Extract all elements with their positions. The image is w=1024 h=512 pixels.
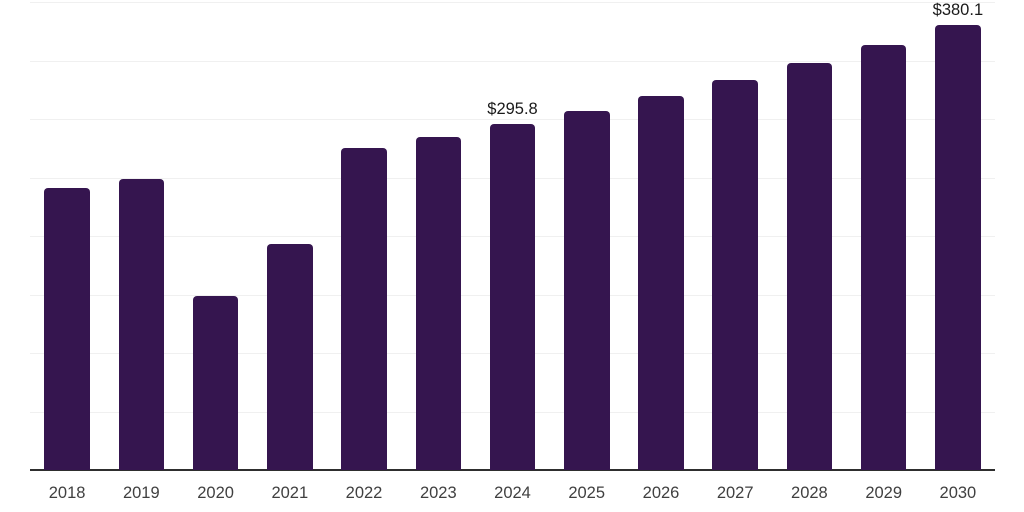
x-tick-label-2024: 2024 — [494, 484, 531, 502]
bar-2026 — [638, 96, 684, 470]
bar-2022 — [341, 148, 387, 470]
x-tick-label-2027: 2027 — [716, 484, 754, 502]
x-tick-label-2029: 2029 — [865, 484, 903, 502]
bar-2020 — [192, 296, 239, 470]
x-tick-label-2023: 2023 — [419, 484, 457, 502]
gridline-300 — [30, 119, 995, 120]
x-axis-line — [30, 469, 995, 471]
bar-2023 — [415, 137, 461, 470]
x-tick-label-2030: 2030 — [939, 484, 977, 502]
bar-2027 — [712, 80, 758, 470]
x-tick-label-2028: 2028 — [791, 484, 828, 502]
x-tick-label-2018: 2018 — [48, 484, 86, 502]
bar-2019 — [118, 179, 165, 470]
bar-2018 — [44, 188, 90, 470]
x-tick-label-2019: 2019 — [122, 484, 160, 502]
x-tick-label-2022: 2022 — [345, 484, 383, 502]
x-tick-label-2021: 2021 — [271, 484, 309, 502]
x-tick-label-2026: 2026 — [642, 484, 680, 502]
bar-2028 — [786, 63, 833, 470]
value-label-2030: $380.1 — [932, 1, 984, 20]
bar-2029 — [860, 45, 907, 470]
bar-2025 — [564, 111, 610, 470]
gridline-400 — [30, 2, 995, 3]
x-tick-label-2025: 2025 — [568, 484, 606, 502]
bar-2024 — [489, 123, 536, 470]
x-tick-label-2020: 2020 — [197, 484, 234, 502]
bar-2030 — [935, 25, 981, 470]
bar-2021 — [267, 244, 313, 470]
gridline-350 — [30, 60, 995, 62]
value-label-2024: $295.8 — [487, 99, 538, 118]
